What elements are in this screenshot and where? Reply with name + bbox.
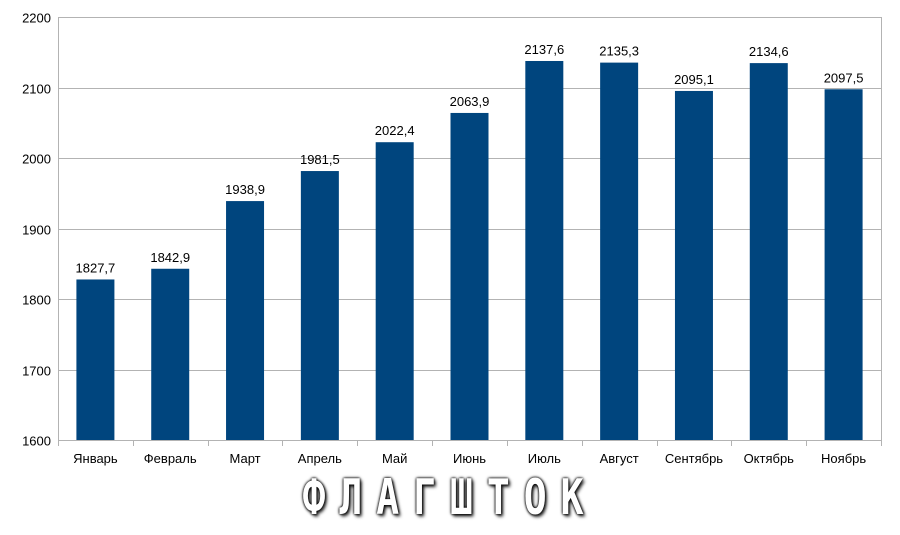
bars	[76, 60, 863, 441]
bar	[674, 90, 713, 440]
data-labels: 1827,7 1842,9 1938,9 1981,5 2022,4 2063,9 2137…	[76, 42, 864, 275]
y-tick-label: 2100	[22, 82, 51, 97]
y-axis-tick-labels: 1600 1700 1800 1900 2000 2100 2200	[22, 11, 51, 449]
bar	[600, 62, 639, 441]
data-label: 2135,3	[599, 44, 639, 59]
x-axis-tick-labels: Январь Февраль Март Апрель Май Июнь Июль Август…	[73, 451, 866, 466]
x-tick-label: Август	[600, 451, 639, 466]
data-label: 2097,5	[824, 70, 864, 85]
x-tick-label: Май	[382, 451, 407, 466]
x-tick-label: Октябрь	[744, 451, 795, 466]
data-label: 1827,7	[76, 260, 116, 275]
watermark-logo: ФЛАГШТОК	[302, 468, 598, 526]
y-tick-label: 1800	[22, 293, 51, 308]
data-label: 2095,1	[674, 72, 714, 87]
x-tick-label: Февраль	[144, 451, 197, 466]
bar	[76, 279, 115, 440]
x-tick-label: Июнь	[453, 451, 486, 466]
x-tick-label: Июль	[528, 451, 561, 466]
bar	[525, 60, 564, 440]
bar	[824, 89, 863, 440]
data-label: 1842,9	[150, 250, 190, 265]
data-label: 2137,6	[524, 42, 564, 57]
bar	[450, 112, 489, 440]
y-tick-label: 1900	[22, 223, 51, 238]
x-tick-label: Апрель	[298, 451, 342, 466]
data-label: 1938,9	[225, 182, 265, 197]
x-tick-label: Март	[229, 451, 260, 466]
bar	[151, 268, 190, 440]
data-label: 2063,9	[450, 94, 490, 109]
data-label: 1981,5	[300, 152, 340, 167]
x-tick-label: Ноябрь	[821, 451, 866, 466]
y-tick-label: 1600	[22, 434, 51, 449]
y-tick-label: 2200	[22, 11, 51, 26]
x-tick-label: Сентябрь	[665, 451, 723, 466]
bar	[749, 63, 788, 441]
bar	[375, 142, 414, 440]
y-tick-label: 2000	[22, 152, 51, 167]
x-tick-label: Январь	[73, 451, 118, 466]
data-label: 2022,4	[375, 123, 415, 138]
bar	[226, 201, 265, 440]
bar	[300, 171, 339, 441]
data-label: 2134,6	[749, 44, 789, 59]
y-tick-label: 1700	[22, 364, 51, 379]
